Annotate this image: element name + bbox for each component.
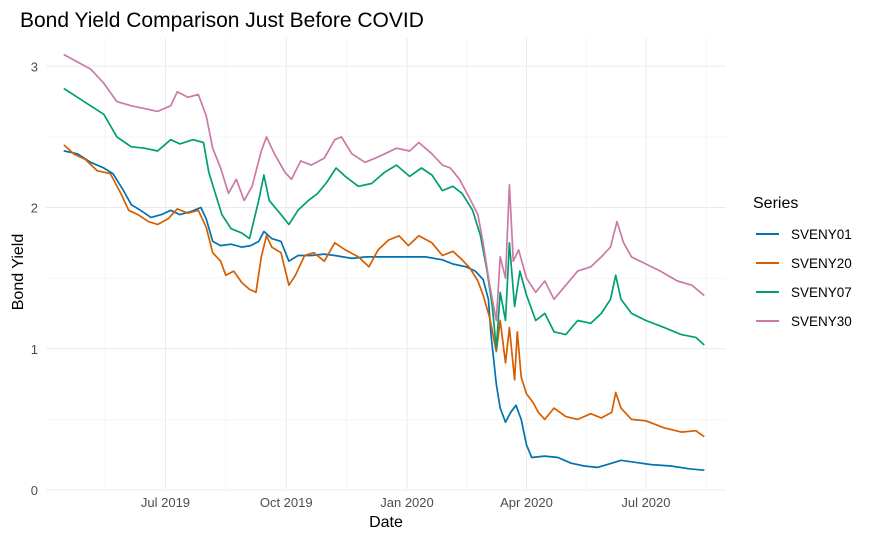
grid [46,38,726,491]
y-axis-ticks: 0 1 2 3 [31,59,38,498]
x-tick-label: Apr 2020 [500,495,553,510]
series-layer [63,54,705,472]
x-tick-label: Oct 2019 [260,495,313,510]
legend-label-sveny30: SVENY30 [791,314,852,329]
x-tick-label: Jul 2019 [141,495,190,510]
y-axis-title: Bond Yield [10,234,27,311]
y-tick-label: 0 [31,483,38,498]
chart-title: Bond Yield Comparison Just Before COVID [20,9,424,32]
y-tick-label: 2 [31,201,38,216]
x-axis-ticks: Jul 2019 Oct 2019 Jan 2020 Apr 2020 Jul 2020 [141,495,671,510]
x-tick-label: Jan 2020 [380,495,434,510]
series-line-sveny20 [63,144,705,438]
legend-label-sveny01: SVENY01 [791,227,852,242]
legend-title: Series [753,195,798,212]
y-tick-label: 3 [31,59,38,74]
legend-label-sveny07: SVENY07 [791,285,852,300]
series-line-sveny30 [63,54,705,322]
legend: Series SVENY01 SVENY20 SVENY07 SVENY30 [753,195,852,329]
x-tick-label: Jul 2020 [621,495,670,510]
series-line-sveny07 [63,88,705,350]
legend-label-sveny20: SVENY20 [791,256,852,271]
x-axis-title: Date [369,514,403,531]
series-line-sveny01 [63,150,705,472]
y-tick-label: 1 [31,342,38,357]
